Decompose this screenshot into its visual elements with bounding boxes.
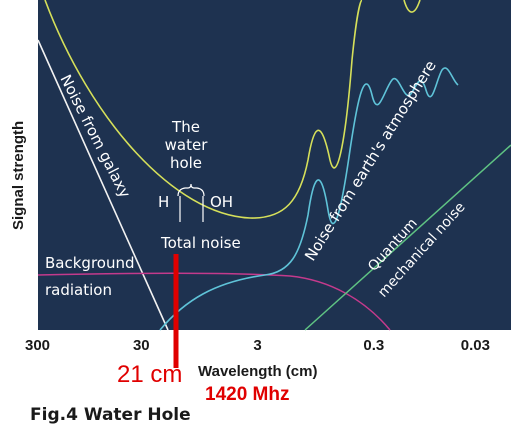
x-tick-30: 30: [133, 337, 150, 354]
x-tick-3: 3: [253, 337, 261, 354]
figure-caption: Fig.4 Water Hole: [30, 405, 191, 425]
water-hole-bracket: [177, 183, 205, 197]
background-label-line1: Background: [45, 254, 135, 272]
atmosphere-noise-line: [159, 67, 459, 331]
marker-cm-label: 21 cm: [117, 361, 182, 388]
x-tick-0.3: 0.3: [363, 337, 384, 354]
total-noise-line: [44, 0, 363, 219]
x-tick-labels: 300 30 3 0.3 0.03: [25, 337, 490, 354]
water-hole-label-2: water: [165, 136, 209, 154]
quantum-noise-line: [304, 144, 511, 331]
oh-label: OH: [210, 193, 233, 211]
x-tick-0.03: 0.03: [461, 337, 490, 354]
galaxy-noise-line: [37, 39, 169, 331]
x-tick-300: 300: [25, 337, 50, 354]
water-hole-label-1: The: [171, 118, 200, 136]
background-radiation-line: [37, 272, 391, 331]
total-noise-label: Total noise: [160, 234, 241, 252]
total-noise-peak: [403, 0, 421, 13]
x-axis-label: Wavelength (cm): [198, 363, 317, 380]
h-label: H: [158, 193, 169, 211]
background-label-line2: radiation: [45, 281, 112, 299]
y-axis-label: Signal strength: [10, 121, 27, 230]
marker-mhz-label: 1420 Mhz: [205, 384, 289, 405]
water-hole-label-3: hole: [170, 154, 202, 172]
